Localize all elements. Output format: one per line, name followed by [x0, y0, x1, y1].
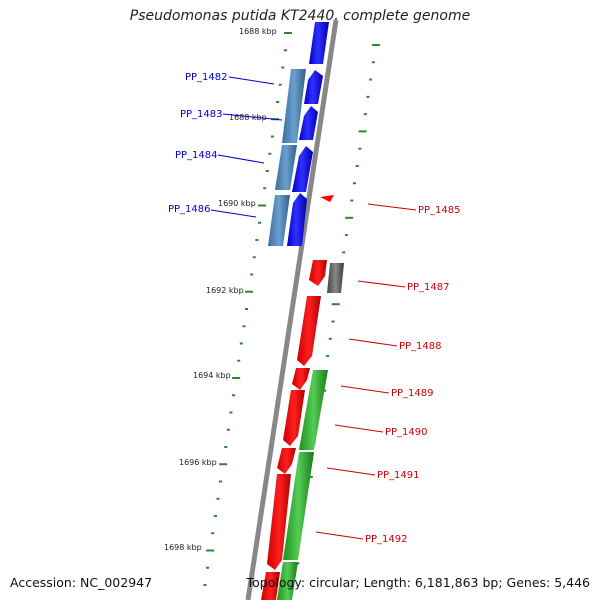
gene-label-pp-1491[interactable]: PP_1491	[377, 470, 420, 481]
gene-label-pp-1484[interactable]: PP_1484	[175, 150, 218, 161]
gene-bar-pp-1484[interactable]	[275, 145, 297, 190]
gene-label-pp-1485[interactable]: PP_1485	[418, 205, 461, 216]
cds-arrow[interactable]	[292, 146, 313, 192]
topology-text: Topology: circular; Length: 6,181,863 bp…	[246, 575, 590, 590]
cds-arrow[interactable]	[267, 474, 291, 570]
cds-arrow[interactable]	[283, 390, 305, 446]
red-marker	[320, 195, 334, 202]
gene-label-pp-1482[interactable]: PP_1482	[185, 72, 228, 83]
leader-line	[334, 424, 384, 433]
leader-line	[228, 76, 275, 85]
forward-cds-track	[287, 22, 329, 246]
cds-arrow[interactable]	[292, 368, 310, 390]
cds-arrow[interactable]	[309, 22, 329, 64]
leader-line	[367, 203, 417, 211]
gene-bar-pp-1492[interactable]	[277, 562, 298, 600]
leader-line	[217, 154, 265, 164]
leader-line	[340, 385, 390, 394]
scale-label: 1688 kbp	[229, 113, 267, 122]
cds-arrow[interactable]	[261, 572, 280, 600]
gene-label-pp-1490[interactable]: PP_1490	[385, 427, 428, 438]
scale-label: 1698 kbp	[164, 543, 202, 552]
gene-label-pp-1489[interactable]: PP_1489	[391, 388, 434, 399]
leader-line	[326, 467, 376, 476]
scale-label: 1692 kbp	[206, 286, 244, 295]
cds-arrow[interactable]	[309, 260, 327, 286]
cds-arrow[interactable]	[304, 70, 323, 104]
leader-line	[348, 338, 398, 347]
scale-label: 1696 kbp	[179, 458, 217, 467]
accession-text: Accession: NC_002947	[10, 575, 153, 590]
scale-label: 1690 kbp	[218, 199, 256, 208]
scale-label: 1694 kbp	[193, 371, 231, 380]
reverse-cds-track	[261, 260, 327, 600]
scale-label: 1688 kbp	[239, 27, 277, 36]
gene-label-pp-1486[interactable]: PP_1486	[168, 204, 211, 215]
leader-line	[210, 209, 257, 218]
gene-bar-pp-1487[interactable]	[327, 263, 344, 293]
right-gene-labels: PP_1485 PP_1487 PP_1488 PP_1489 PP_1490 …	[315, 203, 461, 545]
gene-bar-pp-1482[interactable]	[282, 69, 306, 143]
leader-line	[357, 280, 406, 288]
gene-bar-pp-1489[interactable]	[299, 370, 328, 450]
scale-labels: 1688 kbp 1688 kbp 1690 kbp 1692 kbp 1694…	[164, 27, 277, 552]
gene-label-pp-1488[interactable]: PP_1488	[399, 341, 442, 352]
cds-arrow[interactable]	[299, 106, 318, 140]
genome-backbone	[245, 19, 339, 600]
cds-arrow[interactable]	[287, 193, 307, 246]
scale-ticks-left	[203, 32, 292, 586]
gene-label-pp-1487[interactable]: PP_1487	[407, 282, 450, 293]
gene-label-pp-1483[interactable]: PP_1483	[180, 109, 223, 120]
cds-arrow[interactable]	[277, 448, 296, 474]
leader-line	[315, 531, 364, 540]
gene-label-pp-1492[interactable]: PP_1492	[365, 534, 408, 545]
left-gene-labels: PP_1482 PP_1483 PP_1484 PP_1486	[168, 72, 283, 218]
gene-bar-pp-1486[interactable]	[268, 195, 290, 246]
forward-gene-track	[268, 69, 306, 246]
leader-line	[222, 113, 283, 121]
cds-arrow[interactable]	[297, 296, 321, 366]
map-title: Pseudomonas putida KT2440, complete geno…	[129, 8, 471, 24]
reverse-gene-track	[277, 370, 328, 600]
gene-bar-pp-1491[interactable]	[283, 452, 314, 560]
